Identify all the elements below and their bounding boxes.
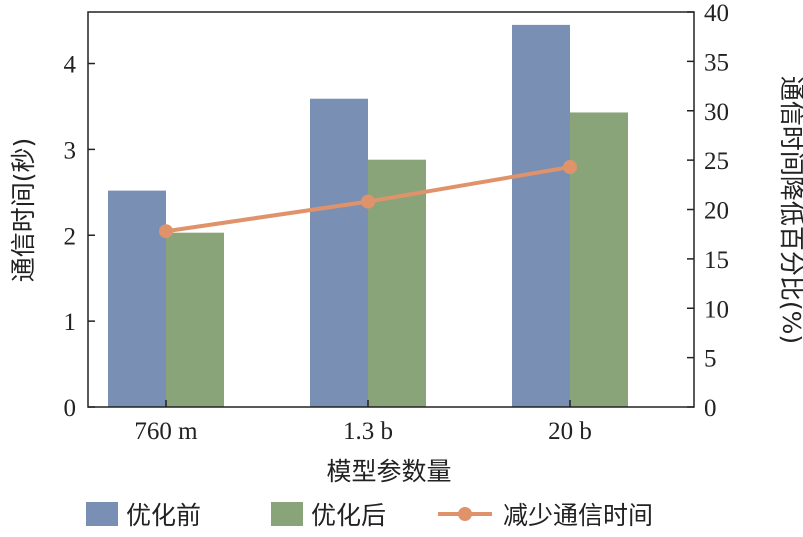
y-axis-title-right: 通信时间降低百分比(%) [777,76,803,344]
y-right-tick-label-7: 35 [704,49,729,76]
x-tick-label-0: 760 m [134,418,198,445]
legend-swatch-after [271,502,303,526]
line-layer [159,160,577,239]
bar-before-2 [512,24,570,408]
legend-label-before: 优化前 [126,501,201,530]
bar-after-2 [570,112,628,407]
legend-swatch-before [86,502,118,526]
point-reduce-2 [563,160,577,175]
y-right-tick-label-0: 0 [704,395,717,422]
y-right-tick-label-5: 25 [704,148,729,175]
point-reduce-0 [159,224,173,239]
y-left-tick-label-2: 2 [64,223,77,250]
legend-label-after: 优化后 [311,501,386,530]
y-left-tick-label-3: 3 [64,137,77,164]
x-tick-label-2: 20 b [548,418,592,445]
y-right-tick-label-4: 20 [704,198,729,225]
y-right-tick-label-2: 10 [704,296,729,323]
x-tick-label-1: 1.3 b [343,418,393,445]
bar-before-0 [108,190,166,407]
point-reduce-1 [361,194,375,209]
legend-label-reduce: 减少通信时间 [503,501,653,530]
bar-after-0 [166,232,224,407]
y-axis-title-left: 通信时间(秒) [9,138,38,283]
y-right-tick-label-8: 40 [704,0,729,27]
x-axis-title: 模型参数量 [326,457,451,486]
y-left-tick-label-1: 1 [64,309,77,336]
y-left-tick-label-0: 0 [64,395,77,422]
bars-layer [108,24,628,408]
y-left-tick-label-4: 4 [64,52,77,79]
y-right-tick-label-3: 15 [704,247,729,274]
legend: 优化前 优化后 减少通信时间 [86,501,653,530]
y-right-tick-label-1: 5 [704,346,717,373]
legend-marker-reduce [458,507,472,521]
bar-before-1 [310,98,368,407]
y-right-tick-label-6: 30 [704,99,729,126]
